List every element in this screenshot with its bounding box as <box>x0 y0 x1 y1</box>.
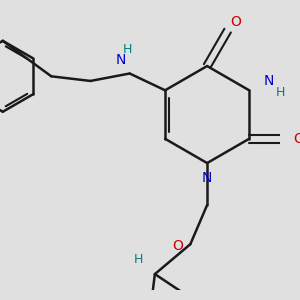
Text: O: O <box>231 15 242 29</box>
Text: O: O <box>293 132 300 146</box>
Text: H: H <box>123 43 133 56</box>
Text: N: N <box>202 171 212 185</box>
Text: N: N <box>264 74 274 88</box>
Text: O: O <box>172 239 183 253</box>
Text: H: H <box>275 86 285 99</box>
Text: N: N <box>115 53 125 68</box>
Text: H: H <box>134 253 143 266</box>
